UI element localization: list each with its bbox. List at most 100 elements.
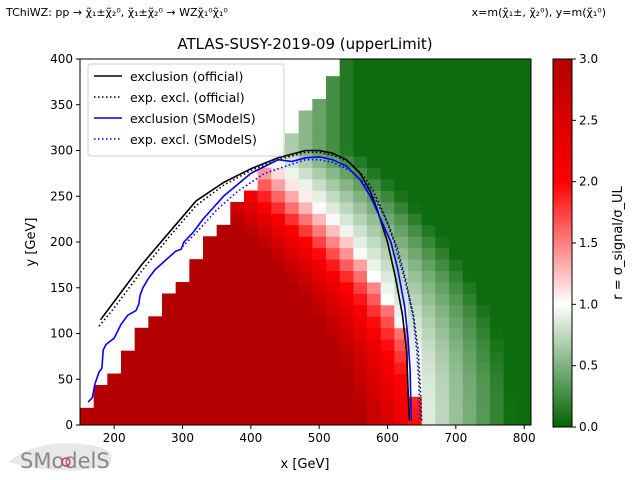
heatmap-cell [285, 179, 300, 191]
heatmap-cell [462, 99, 477, 111]
heatmap-cell [517, 384, 532, 397]
heatmap-cell [257, 213, 272, 226]
heatmap-cell [435, 316, 450, 329]
heatmap-cell [380, 304, 395, 317]
heatmap-cell [298, 316, 313, 329]
heatmap-cell [408, 350, 423, 363]
heatmap-cell [490, 419, 505, 426]
heatmap-cell [408, 293, 423, 306]
heatmap-cell [449, 396, 464, 409]
heatmap-cell [380, 247, 395, 260]
heatmap-cell [257, 179, 272, 191]
heatmap-cell [353, 282, 368, 294]
heatmap-cell [230, 259, 245, 271]
heatmap-cell [476, 144, 491, 157]
heatmap-cell [134, 396, 149, 409]
heatmap-cell [421, 270, 436, 283]
colorbar-tick-label: 2.0 [579, 175, 598, 189]
heatmap-cell [353, 350, 368, 363]
heatmap-cell [367, 304, 382, 317]
heatmap-cell [216, 259, 231, 271]
heatmap-cell [244, 362, 259, 374]
heatmap-cell [421, 282, 436, 294]
heatmap-cell [408, 396, 423, 409]
heatmap-cell [244, 373, 259, 386]
heatmap-cell [435, 179, 450, 191]
heatmap-cell [298, 110, 313, 123]
heatmap-cell [503, 64, 518, 77]
heatmap-cell [435, 76, 450, 88]
heatmap-cell [367, 282, 382, 294]
heatmap-cell [476, 99, 491, 111]
heatmap-cell [298, 167, 313, 180]
heatmap-cell [367, 87, 382, 100]
heatmap-cell [298, 121, 313, 134]
heatmap-cell [517, 373, 532, 386]
heatmap-cell [285, 259, 300, 271]
heatmap-cell [421, 396, 436, 409]
heatmap-cell [148, 350, 163, 363]
heatmap-cell [339, 362, 354, 374]
heatmap-cell [490, 362, 505, 374]
heatmap-cell [353, 179, 368, 191]
heatmap-cell [189, 419, 204, 426]
heatmap-cell [353, 327, 368, 340]
heatmap-cell [285, 190, 300, 203]
heatmap-cell [216, 236, 231, 249]
heatmap-cell [326, 236, 341, 249]
heatmap-cell [435, 201, 450, 214]
heatmap-cell [380, 270, 395, 283]
heatmap-cell [271, 327, 286, 340]
heatmap-cell [367, 339, 382, 352]
heatmap-cell [380, 259, 395, 271]
heatmap-cell [462, 224, 477, 237]
heatmap-cell [462, 110, 477, 123]
heatmap-cell [517, 293, 532, 306]
heatmap-cell [394, 167, 409, 180]
heatmap-cell [367, 59, 382, 66]
heatmap-cell [503, 396, 518, 409]
heatmap-cell [257, 201, 272, 214]
heatmap-cell [380, 350, 395, 363]
heatmap-cell [271, 407, 286, 420]
heatmap-cell [353, 236, 368, 249]
heatmap-cell [93, 407, 108, 420]
heatmap-cell [517, 76, 532, 88]
heatmap-cell [312, 362, 327, 374]
heatmap-cell [421, 293, 436, 306]
heatmap-cell [353, 259, 368, 271]
heatmap-cell [203, 384, 218, 397]
heatmap-cell [435, 396, 450, 409]
heatmap-cell [189, 339, 204, 352]
heatmap-cell [353, 373, 368, 386]
heatmap-cell [476, 373, 491, 386]
y-axis: 0 50 100 150 200 250 300 350 400 [50, 52, 80, 432]
heatmap-cell [503, 236, 518, 249]
heatmap-cell [449, 213, 464, 226]
heatmap-cell [216, 407, 231, 420]
heatmap-cell [312, 293, 327, 306]
heatmap-cell [189, 270, 204, 283]
heatmap-cell [435, 110, 450, 123]
heatmap-cell [326, 282, 341, 294]
heatmap-cell [476, 339, 491, 352]
heatmap-cell [408, 99, 423, 111]
heatmap-cell [121, 373, 136, 386]
heatmap-cell [435, 339, 450, 352]
heatmap-cell [394, 224, 409, 237]
heatmap-cell [326, 293, 341, 306]
heatmap-cell [421, 236, 436, 249]
heatmap-cell [367, 99, 382, 111]
heatmap-cell [339, 179, 354, 191]
heatmap-cell [312, 179, 327, 191]
heatmap-cell [476, 247, 491, 260]
heatmap-cell [257, 339, 272, 352]
heatmap-cell [339, 304, 354, 317]
heatmap-cell [162, 396, 177, 409]
heatmap-cell [503, 407, 518, 420]
heatmap-cell [490, 339, 505, 352]
colorbar-tick-label: 0.5 [579, 359, 598, 373]
heatmap-cell [271, 259, 286, 271]
heatmap-cell [216, 293, 231, 306]
heatmap-cell [462, 384, 477, 397]
